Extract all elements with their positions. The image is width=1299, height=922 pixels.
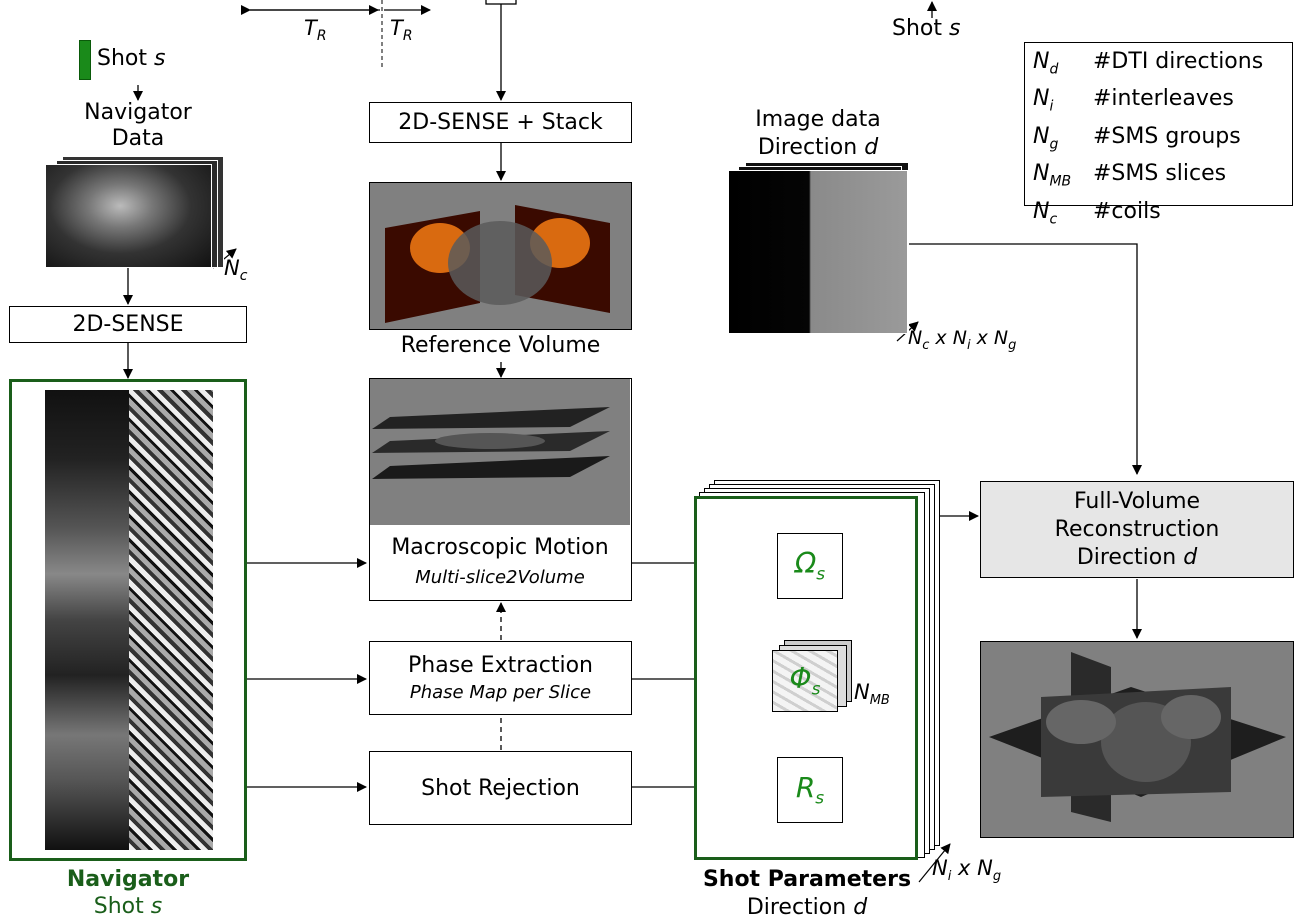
legend-symbol: Nc — [1033, 198, 1058, 227]
macro-motion-subtitle: Multi-slice2Volume — [415, 567, 585, 588]
legend-symbol: NMB — [1033, 161, 1072, 190]
navigator-data-label: Navigator Data — [84, 100, 192, 151]
legend-row: NMB #SMS slices — [1033, 159, 1292, 196]
sense-stack-box: 2D-SENSE + Stack — [369, 102, 632, 143]
nc-label: Nc — [224, 256, 248, 285]
omega-box: Ωs — [777, 533, 843, 599]
legend-row: Ni #interleaves — [1033, 84, 1292, 121]
nmb-label: NMB — [854, 680, 890, 709]
kspace-image — [728, 170, 908, 334]
image-data-label: Image data Direction d — [755, 107, 881, 160]
legend-text: #SMS slices — [1093, 161, 1227, 187]
sense-left-box: 2D-SENSE — [9, 306, 247, 343]
legend-box: Nd #DTI directions Ni #interleaves Ng #SMS gr… — [1024, 42, 1293, 227]
macro-motion-box: Macroscopic Motion Multi-slice2Volume — [369, 378, 632, 601]
legend-row: Ng #SMS groups — [1033, 122, 1292, 159]
top-source-box — [485, 0, 517, 5]
shot-marker — [79, 40, 91, 80]
legend-text: #DTI directions — [1093, 49, 1264, 74]
multislice-image — [370, 379, 630, 525]
result-volume-render — [989, 652, 1286, 822]
arrow-image-to-recon — [908, 243, 1142, 475]
tr-label-2: TR — [390, 16, 413, 45]
shot-rejection-box: Shot Rejection — [369, 751, 632, 825]
legend-symbol: Ni — [1033, 86, 1054, 115]
reference-volume-image — [369, 182, 632, 330]
navigator-phase — [129, 390, 213, 850]
legend-row: Nc #coils — [1033, 197, 1292, 234]
legend-symbol: Ng — [1033, 123, 1059, 153]
params-dims-label: Ni x Ng — [932, 856, 1002, 885]
reference-volume-render — [385, 205, 610, 323]
legend-row: Nd #DTI directions — [1033, 47, 1292, 84]
tr-label-1: TR — [304, 16, 327, 45]
legend-text: #coils — [1093, 198, 1161, 224]
phi-box: Φs — [772, 650, 838, 712]
top-shot-label: Shot s — [892, 16, 961, 41]
legend-text: #SMS groups — [1093, 123, 1241, 149]
multislice-render — [372, 407, 610, 479]
image-dims-label: Nc x Ni x Ng — [908, 327, 1017, 353]
shot-params-caption: Shot Parameters Direction d — [702, 867, 912, 920]
navigator-caption: Navigator Shot s — [66, 867, 190, 919]
phase-extraction-box: Phase Extraction Phase Map per Slice — [369, 641, 632, 715]
legend-symbol: Nd — [1033, 49, 1059, 78]
navigator-panel — [9, 379, 247, 861]
dim-arrow-params — [918, 843, 951, 883]
r-box: Rs — [777, 757, 843, 823]
navigator-data-image — [45, 164, 212, 268]
macro-motion-title: Macroscopic Motion — [391, 535, 609, 560]
navigator-magnitude — [45, 390, 129, 850]
reference-volume-label: Reference Volume — [400, 333, 601, 358]
legend-text: #interleaves — [1093, 86, 1234, 112]
full-recon-box: Full-Volume Reconstruction Direction d — [980, 481, 1294, 578]
nav-shot-label: Shot s — [97, 46, 166, 71]
result-volume-image — [980, 641, 1294, 838]
